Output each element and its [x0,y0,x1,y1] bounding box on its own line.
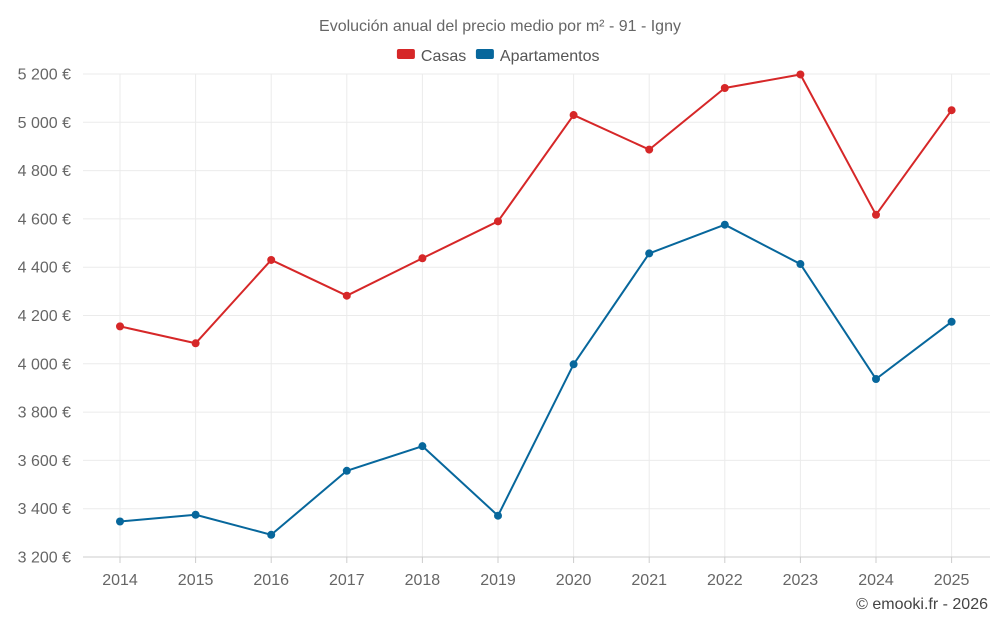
data-point-casas-2022[interactable] [720,84,729,93]
x-tick-label: 2021 [631,572,667,589]
y-tick-label: 3 400 € [18,501,71,518]
legend-item-apartamentos[interactable]: Apartamentos [475,48,600,65]
y-tick-label: 5 000 € [18,115,71,132]
y-tick-label: 3 600 € [18,453,71,470]
grid [83,73,990,558]
data-point-apartamentos-2018[interactable] [418,442,427,451]
data-point-casas-2019[interactable] [494,217,502,226]
series-line-casas [119,73,953,345]
data-point-casas-2017[interactable] [342,291,351,300]
y-axis: 3 200 € 3 400 € 3 600 € 3 800 € 4 000 € 4 200… [18,67,71,567]
credit-text: © emooki.fr - 2026 [856,596,988,613]
x-tick-label: 2025 [934,572,970,589]
y-tick-label: 4 400 € [18,260,71,277]
legend-item-casas[interactable]: Casas [396,48,466,65]
data-point-casas-2021[interactable] [645,145,654,154]
data-point-apartamentos-2020[interactable] [569,360,578,369]
data-point-apartamentos-2019[interactable] [494,511,502,520]
data-point-apartamentos-2023[interactable] [796,260,805,269]
x-tick-label: 2022 [707,572,743,589]
data-point-apartamentos-2015[interactable] [191,510,200,519]
y-tick-label: 4 000 € [18,356,71,373]
y-tick-label: 4 200 € [18,308,71,325]
chart-title: Evolución anual del precio medio por m² … [319,18,681,35]
x-tick-label: 2014 [102,572,138,589]
series-line-apartamentos [119,223,953,536]
data-point-casas-2024[interactable] [872,210,880,219]
data-point-casas-2018[interactable] [418,254,427,263]
y-tick-label: 4 600 € [18,211,71,228]
series-layer [116,70,956,539]
data-point-casas-2014[interactable] [116,322,124,331]
data-point-casas-2025[interactable] [947,106,956,115]
x-tick-label: 2015 [178,572,214,589]
legend: Casas Apartamentos [396,48,600,65]
y-tick-label: 5 200 € [18,67,71,84]
data-point-apartamentos-2025[interactable] [947,317,956,326]
x-tick-label: 2023 [783,572,819,589]
data-point-apartamentos-2022[interactable] [720,220,729,229]
data-point-apartamentos-2014[interactable] [116,517,124,526]
y-tick-label: 3 800 € [18,405,71,422]
x-tick-label: 2016 [253,572,289,589]
x-tick-label: 2018 [405,572,441,589]
data-point-apartamentos-2016[interactable] [267,530,276,539]
x-tick-label: 2017 [329,572,365,589]
data-point-apartamentos-2021[interactable] [645,249,654,258]
x-tick-label: 2019 [480,572,516,589]
x-axis: 2014 2015 2016 2017 2018 2019 2020 2021 2022 2023… [83,556,990,589]
legend-label: Casas [421,48,466,65]
data-point-apartamentos-2017[interactable] [342,466,351,475]
x-tick-label: 2024 [858,572,894,589]
legend-swatch [475,49,494,59]
y-tick-label: 4 800 € [18,163,71,180]
data-point-casas-2020[interactable] [569,111,578,120]
y-tick-label: 3 200 € [18,550,71,567]
data-point-casas-2023[interactable] [796,70,805,79]
data-point-apartamentos-2024[interactable] [872,375,880,384]
data-point-casas-2016[interactable] [267,255,276,264]
legend-label: Apartamentos [500,48,600,65]
data-point-casas-2015[interactable] [191,339,200,348]
x-tick-label: 2020 [556,572,592,589]
legend-swatch [396,49,415,59]
